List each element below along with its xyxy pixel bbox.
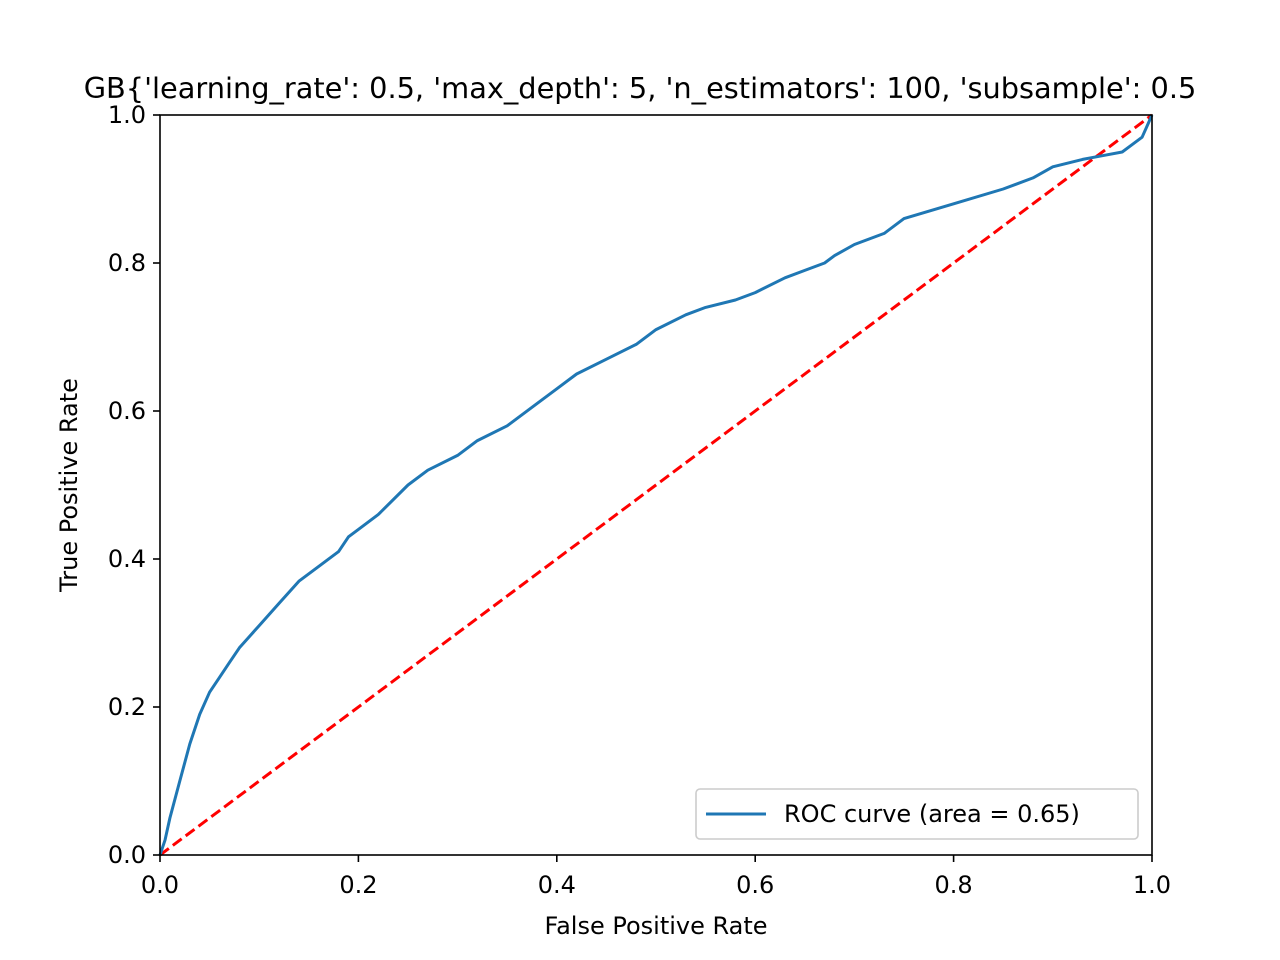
x-tick-label: 0.2 xyxy=(339,871,377,899)
x-tick-label: 0.0 xyxy=(141,871,179,899)
legend-label: ROC curve (area = 0.65) xyxy=(784,800,1080,828)
y-tick-label: 0.2 xyxy=(108,693,146,721)
legend: ROC curve (area = 0.65) xyxy=(695,788,1139,840)
chance-diagonal-line xyxy=(159,113,1153,857)
y-axis-label: True Positive Rate xyxy=(55,378,83,593)
x-tick-label: 0.6 xyxy=(736,871,774,899)
x-axis-ticks: 0.0 0.2 0.4 0.6 0.8 1.0 xyxy=(141,855,1171,899)
y-tick-label: 0.4 xyxy=(108,545,146,573)
legend-box xyxy=(695,788,1139,840)
plot-frame xyxy=(159,114,1153,856)
x-tick-label: 0.4 xyxy=(538,871,576,899)
series-layer xyxy=(158,113,1154,857)
x-tick-label: 1.0 xyxy=(1133,871,1171,899)
y-tick-label: 0.0 xyxy=(108,841,146,869)
y-axis-ticks: 0.0 0.2 0.4 0.6 0.8 1.0 xyxy=(108,101,160,869)
roc-curve-line xyxy=(158,114,1154,856)
y-tick-label: 0.8 xyxy=(108,249,146,277)
y-tick-label: 0.6 xyxy=(108,397,146,425)
x-axis-label: False Positive Rate xyxy=(544,912,767,940)
y-tick-label: 1.0 xyxy=(108,101,146,129)
chart-title: GB{'learning_rate': 0.5, 'max_depth': 5,… xyxy=(84,71,1197,105)
x-tick-label: 0.8 xyxy=(935,871,973,899)
